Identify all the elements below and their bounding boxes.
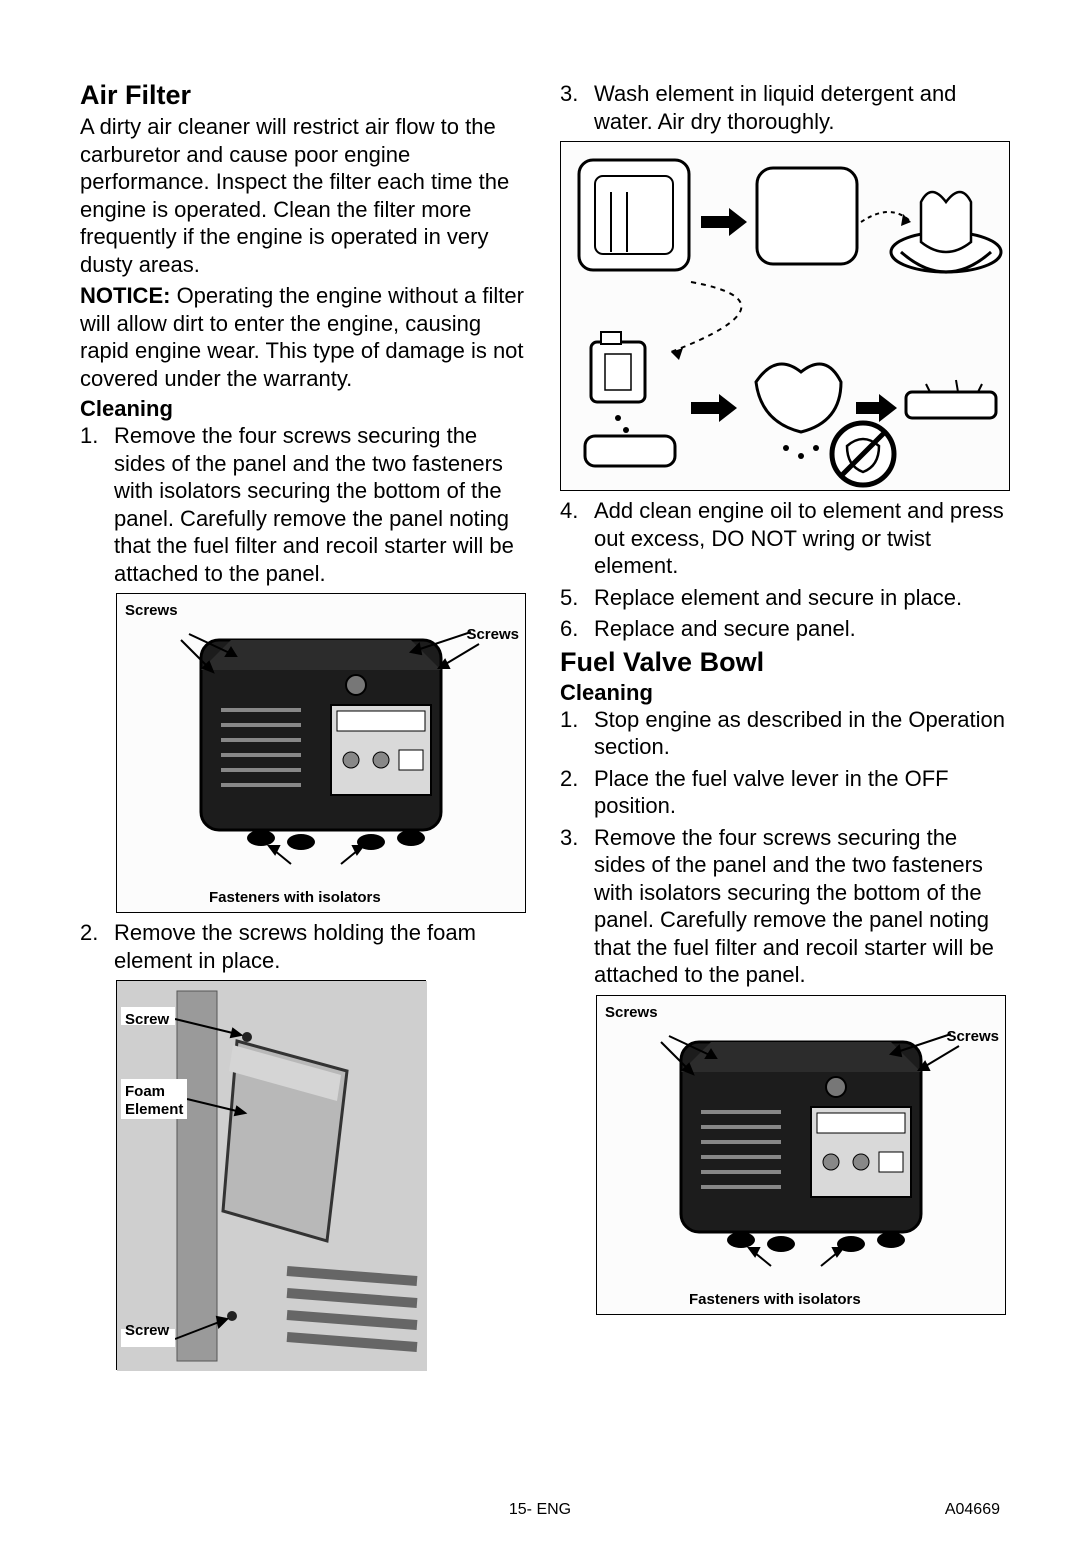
- left-steps-2: 2. Remove the screws holding the foam el…: [80, 919, 530, 974]
- fig4-label-screws-left: Screws: [605, 1004, 658, 1021]
- right-step-5: 5. Replace element and secure in place.: [560, 584, 1010, 612]
- right-step-4: 4. Add clean engine oil to element and p…: [560, 497, 1010, 580]
- right-step-3: 3. Wash element in liquid detergent and …: [560, 80, 1010, 135]
- figure-wash-oil-diagram: [560, 141, 1010, 491]
- left-steps-1: 1. Remove the four screws securing the s…: [80, 422, 530, 587]
- air-filter-heading: Air Filter: [80, 80, 530, 111]
- step-text: Wash element in liquid detergent and wat…: [594, 80, 1010, 135]
- fig1-label-screws-left: Screws: [125, 602, 178, 619]
- step-text: Remove the four screws securing the side…: [594, 824, 1010, 989]
- step-number: 6.: [560, 615, 594, 643]
- foam-element-icon: [117, 981, 427, 1371]
- step-text: Place the fuel valve lever in the OFF po…: [594, 765, 1010, 820]
- notice-label: NOTICE:: [80, 283, 170, 308]
- left-step-1: 1. Remove the four screws securing the s…: [80, 422, 530, 587]
- fig1-label-fasteners: Fasteners with isolators: [209, 889, 381, 906]
- right-steps-3: 3. Wash element in liquid detergent and …: [560, 80, 1010, 135]
- right-column: 3. Wash element in liquid detergent and …: [560, 80, 1010, 1376]
- two-column-layout: Air Filter A dirty air cleaner will rest…: [80, 80, 1020, 1376]
- step-number: 3.: [560, 80, 594, 135]
- generator-icon: [141, 610, 501, 870]
- step-text: Replace and secure panel.: [594, 615, 1010, 643]
- doc-code: A04669: [945, 1501, 1000, 1519]
- step-number: 2.: [560, 765, 594, 820]
- step-text: Replace element and secure in place.: [594, 584, 1010, 612]
- fig2-label-element: Element: [125, 1101, 183, 1118]
- step-number: 1.: [80, 422, 114, 587]
- left-column: Air Filter A dirty air cleaner will rest…: [80, 80, 530, 1376]
- step-number: 3.: [560, 824, 594, 989]
- page-number: 15- ENG: [509, 1501, 571, 1519]
- fvb-step-2: 2. Place the fuel valve lever in the OFF…: [560, 765, 1010, 820]
- fig2-label-foam: Foam: [125, 1083, 165, 1100]
- step-number: 1.: [560, 706, 594, 761]
- air-filter-intro: A dirty air cleaner will restrict air fl…: [80, 113, 530, 278]
- step-number: 5.: [560, 584, 594, 612]
- cleaning-subheading-right: Cleaning: [560, 680, 1010, 706]
- fig1-label-screws-right: Screws: [466, 626, 519, 643]
- right-step-6: 6. Replace and secure panel.: [560, 615, 1010, 643]
- fvb-step-3: 3. Remove the four screws securing the s…: [560, 824, 1010, 989]
- step-text: Add clean engine oil to element and pres…: [594, 497, 1010, 580]
- figure-generator-panel-right: Screws Screws Fasteners with isolators: [596, 995, 1006, 1315]
- step-text: Remove the screws holding the foam eleme…: [114, 919, 530, 974]
- manual-page: Air Filter A dirty air cleaner will rest…: [0, 0, 1080, 1549]
- figure-foam-element: Screw Foam Element Screw: [116, 980, 426, 1370]
- fig2-label-screw-bottom: Screw: [125, 1322, 169, 1339]
- step-text: Stop engine as described in the Operatio…: [594, 706, 1010, 761]
- step-text: Remove the four screws securing the side…: [114, 422, 530, 587]
- fvb-step-1: 1. Stop engine as described in the Opera…: [560, 706, 1010, 761]
- fuel-valve-heading: Fuel Valve Bowl: [560, 647, 1010, 678]
- step-number: 2.: [80, 919, 114, 974]
- wash-diagram-icon: [561, 142, 1011, 492]
- fig4-label-screws-right: Screws: [946, 1028, 999, 1045]
- no-wring-icon: [832, 423, 894, 485]
- right-steps-456: 4. Add clean engine oil to element and p…: [560, 497, 1010, 643]
- fig4-label-fasteners: Fasteners with isolators: [689, 1291, 861, 1308]
- fig2-label-screw-top: Screw: [125, 1011, 169, 1028]
- left-step-2: 2. Remove the screws holding the foam el…: [80, 919, 530, 974]
- fvb-steps: 1. Stop engine as described in the Opera…: [560, 706, 1010, 989]
- generator-icon: [621, 1012, 981, 1272]
- page-footer: 15- ENG: [0, 1501, 1080, 1519]
- cleaning-subheading-left: Cleaning: [80, 396, 530, 422]
- figure-generator-panel-left: Screws Screws Fasteners with isolators: [116, 593, 526, 913]
- notice-para: NOTICE: Operating the engine without a f…: [80, 282, 530, 392]
- step-number: 4.: [560, 497, 594, 580]
